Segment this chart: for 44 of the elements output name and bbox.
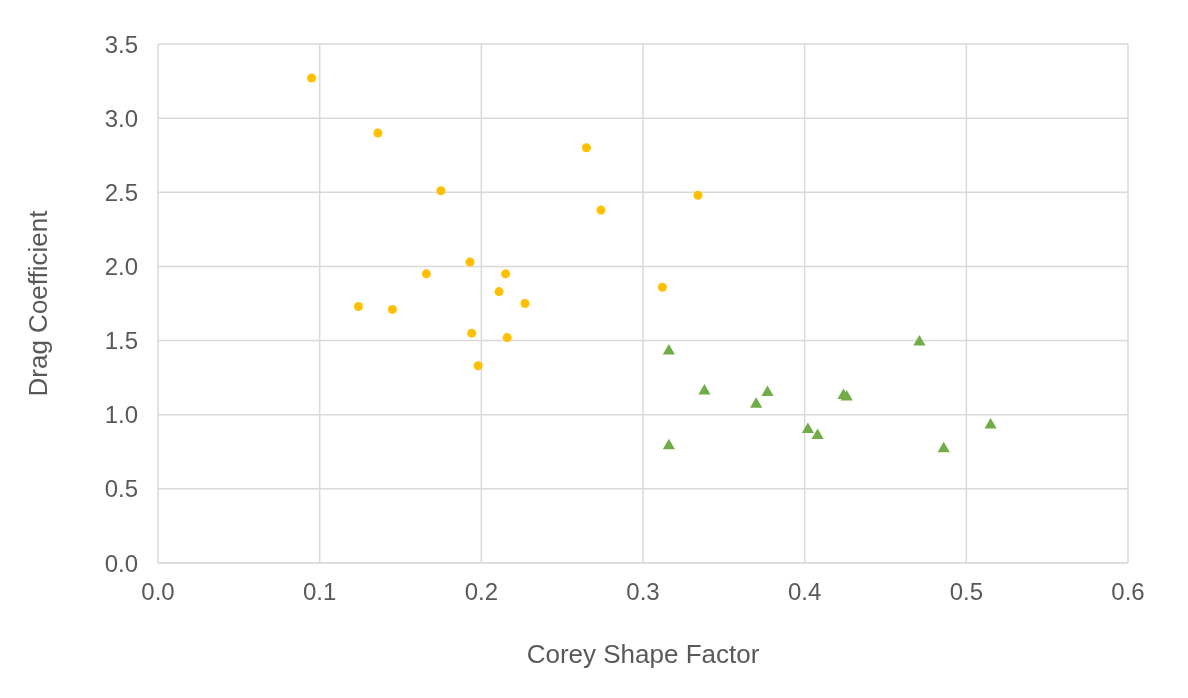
y-tick-label: 1.5	[104, 327, 138, 355]
point	[307, 73, 317, 83]
x-tick-label: 0.4	[787, 578, 822, 606]
point	[387, 304, 397, 314]
point	[421, 269, 431, 279]
point	[494, 287, 504, 297]
point	[662, 438, 675, 450]
x-tick-label: 0.6	[1111, 578, 1145, 606]
point	[811, 428, 824, 439]
point	[520, 298, 530, 309]
y-tick-label: 2.5	[104, 178, 138, 206]
point	[581, 143, 591, 153]
point	[657, 282, 667, 292]
x-tick-label: 0.1	[302, 578, 337, 606]
y-tick-label: 3.5	[104, 30, 138, 58]
point	[465, 257, 475, 267]
point	[436, 186, 446, 196]
point	[373, 128, 383, 138]
point	[913, 335, 926, 346]
point	[937, 441, 950, 453]
y-axis-title: Drag Coefficient	[23, 209, 54, 397]
point	[501, 269, 511, 279]
point	[473, 361, 483, 371]
y-tick-label: 0.0	[104, 549, 138, 577]
point	[698, 383, 711, 395]
point	[596, 205, 606, 215]
point	[750, 397, 763, 408]
point	[467, 328, 477, 338]
y-tick-label: 0.5	[104, 475, 138, 503]
point	[662, 343, 675, 355]
y-tick-label: 3.0	[104, 104, 138, 132]
point	[761, 385, 774, 396]
point	[502, 333, 512, 343]
x-axis-title: Corey Shape Factor	[526, 639, 760, 669]
point	[984, 418, 997, 429]
point	[353, 301, 363, 311]
x-tick-label: 0.3	[626, 578, 660, 606]
y-tick-label: 1.0	[104, 401, 138, 429]
y-tick-label: 2.0	[104, 252, 138, 280]
point	[801, 422, 814, 434]
x-tick-label: 0.5	[949, 578, 984, 606]
point	[693, 190, 703, 200]
x-tick-label: 0.0	[141, 578, 175, 606]
x-tick-label: 0.2	[464, 578, 499, 606]
